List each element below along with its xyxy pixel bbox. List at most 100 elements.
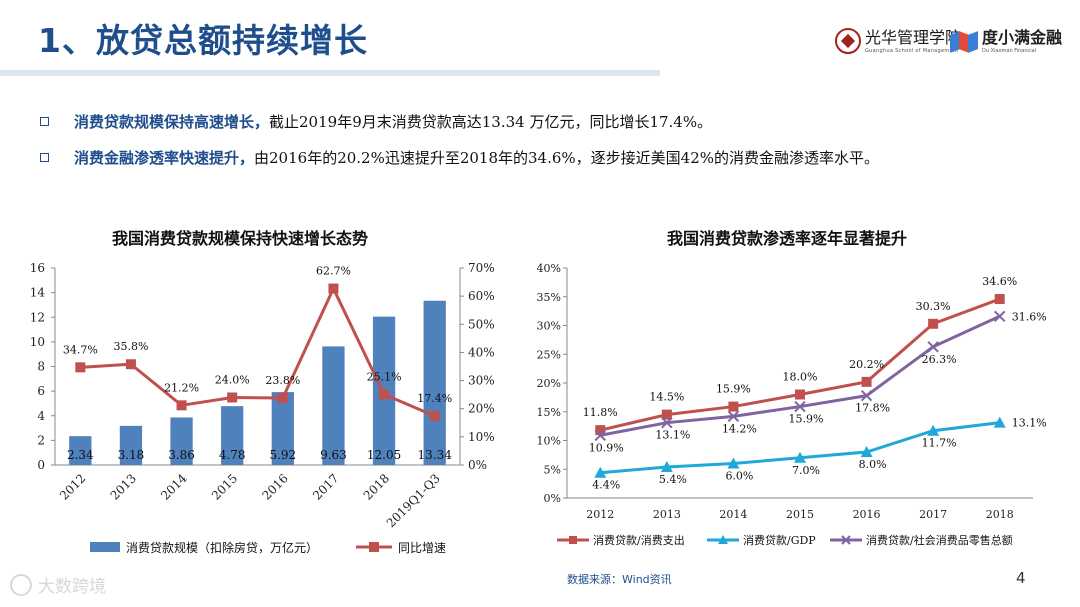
series-value-label: 13.1% xyxy=(1012,417,1047,430)
series-value-label: 6.0% xyxy=(725,470,753,483)
x-tick-label: 2017 xyxy=(919,508,947,521)
bar-value-label: 13.34 xyxy=(418,448,453,462)
series-point xyxy=(861,376,872,387)
left-y-tick-label: 12 xyxy=(30,310,45,324)
bar-value-label: 2.34 xyxy=(67,448,94,462)
bullet-item: 消费贷款规模保持高速增长，截止2019年9月末消费贷款高达13.34 万亿元，同… xyxy=(40,110,1060,146)
bullet-text: 消费金融渗透率快速提升，由2016年的20.2%迅速提升至2018年的34.6%… xyxy=(74,146,879,170)
x-tick-label: 2016 xyxy=(853,508,881,521)
growth-point xyxy=(277,393,288,404)
square-bullet-icon xyxy=(40,117,49,126)
x-tick-label: 2015 xyxy=(209,471,240,502)
x-tick-label: 2019Q1-Q3 xyxy=(384,471,443,530)
bar-value-label: 4.78 xyxy=(219,448,246,462)
bar xyxy=(170,417,193,465)
series-point xyxy=(927,424,940,436)
growth-point xyxy=(227,392,238,403)
series-value-label: 17.8% xyxy=(855,402,890,415)
growth-point xyxy=(379,389,390,400)
bar xyxy=(322,346,345,465)
bar-value-label: 3.18 xyxy=(118,448,145,462)
left-y-tick-label: 14 xyxy=(30,286,46,300)
series-point xyxy=(794,400,806,413)
growth-value-label: 62.7% xyxy=(316,265,351,278)
duxiaoman-logo-sub: Du Xiaoman Financial xyxy=(982,48,1037,54)
bar xyxy=(271,392,294,465)
left-y-tick-label: 16 xyxy=(30,261,45,275)
guanghua-logo: 光华管理学院 Guanghua School of Management xyxy=(835,26,961,56)
series-value-label: 15.9% xyxy=(716,383,751,396)
bullet-highlight: 消费金融渗透率快速提升， xyxy=(74,149,255,167)
bullet-text: 消费贷款规模保持高速增长，截止2019年9月末消费贷款高达13.34 万亿元，同… xyxy=(74,110,712,134)
growth-line xyxy=(80,285,436,418)
y-tick-label: 25% xyxy=(537,348,561,361)
series-value-label: 7.0% xyxy=(792,464,820,477)
growth-point xyxy=(429,411,440,422)
bar xyxy=(69,436,92,465)
series-value-label: 10.9% xyxy=(589,441,624,454)
bullet-body: 截止2019年9月末消费贷款高达13.34 万亿元，同比增长17.4%。 xyxy=(269,113,713,131)
series-point xyxy=(661,409,672,420)
guanghua-logo-sub: Guanghua School of Management xyxy=(865,48,959,54)
series-point xyxy=(727,410,740,423)
y-tick-label: 10% xyxy=(537,435,561,448)
right-y-tick-label: 20% xyxy=(468,402,495,416)
series-value-label: 30.3% xyxy=(916,300,951,313)
x-tick-label: 2018 xyxy=(986,508,1014,521)
left-y-tick-label: 6 xyxy=(37,384,45,398)
right-y-tick-label: 50% xyxy=(468,317,495,331)
x-tick-label: 2012 xyxy=(57,471,88,502)
series-point xyxy=(928,318,939,329)
series-value-label: 15.9% xyxy=(789,413,824,426)
legend-label: 消费贷款/社会消费品零售总额 xyxy=(866,533,1013,547)
series-value-label: 31.6% xyxy=(1012,310,1047,323)
penetration-rate-chart: 0% 5% 10% 15% 20% 25% 30% 35% 40% 2012 2013 2014 201… xyxy=(537,262,1047,547)
growth-value-label: 23.8% xyxy=(265,374,300,387)
x-tick-label: 2015 xyxy=(786,508,814,521)
legend-label: 消费贷款/消费支出 xyxy=(593,533,685,547)
title-bar: 1、放贷总额持续增长 光华管理学院 Guanghua School of Man… xyxy=(0,0,1080,80)
series-point xyxy=(994,310,1006,323)
growth-value-label: 35.8% xyxy=(113,340,148,353)
series-point xyxy=(927,341,939,353)
square-bullet-icon xyxy=(40,153,49,162)
x-tick-label: 2016 xyxy=(259,471,290,502)
right-y-tick-label: 70% xyxy=(468,261,495,275)
x-tick-label: 2013 xyxy=(653,508,681,521)
x-tick-label: 2013 xyxy=(108,471,139,502)
series-point xyxy=(594,429,606,442)
series-point xyxy=(794,451,806,463)
right-y-tick-label: 0% xyxy=(468,458,487,472)
growth-value-label: 24.0% xyxy=(215,373,250,386)
legend-line-marker xyxy=(369,542,379,552)
x-tick-label: 2014 xyxy=(719,508,747,521)
legend-bar-label: 消费贷款规模（扣除房贷，万亿元） xyxy=(126,540,318,555)
loan-scale-chart: 0 2 4 6 8 10 12 14 16 0% 10% 20% 30% 40% 50% 60% 70% 2.34… xyxy=(30,261,495,555)
bar-value-label: 3.86 xyxy=(168,448,195,462)
y-tick-label: 35% xyxy=(537,291,561,304)
y-tick-label: 30% xyxy=(537,320,561,333)
bar-value-label: 12.05 xyxy=(367,448,401,462)
legend-marker xyxy=(718,535,728,544)
series-point xyxy=(595,425,606,436)
growth-value-label: 34.7% xyxy=(63,343,98,356)
series-value-label: 8.0% xyxy=(859,458,887,471)
series-value-label: 13.1% xyxy=(655,429,690,442)
guanghua-seal-icon xyxy=(835,28,861,54)
legend-bar-swatch xyxy=(90,542,120,552)
left-y-tick-label: 8 xyxy=(37,360,45,374)
left-y-tick-label: 4 xyxy=(37,409,45,423)
growth-point xyxy=(176,400,187,411)
series-value-label: 26.3% xyxy=(922,353,957,366)
title-rule xyxy=(0,70,660,76)
y-tick-label: 15% xyxy=(537,406,561,419)
watermark-logo-icon xyxy=(10,573,32,596)
duxiaoman-logo-name: 度小满金融 xyxy=(982,28,1063,47)
series-value-label: 14.2% xyxy=(722,422,757,435)
growth-point xyxy=(125,359,136,370)
legend-line-label: 同比增速 xyxy=(398,541,446,555)
bullet-body: 由2016年的20.2%迅速提升至2018年的34.6%，逐步接近美国42%的消… xyxy=(254,149,880,167)
series-point xyxy=(860,389,873,402)
left-y-tick-label: 10 xyxy=(30,335,45,349)
series-point xyxy=(727,457,740,469)
